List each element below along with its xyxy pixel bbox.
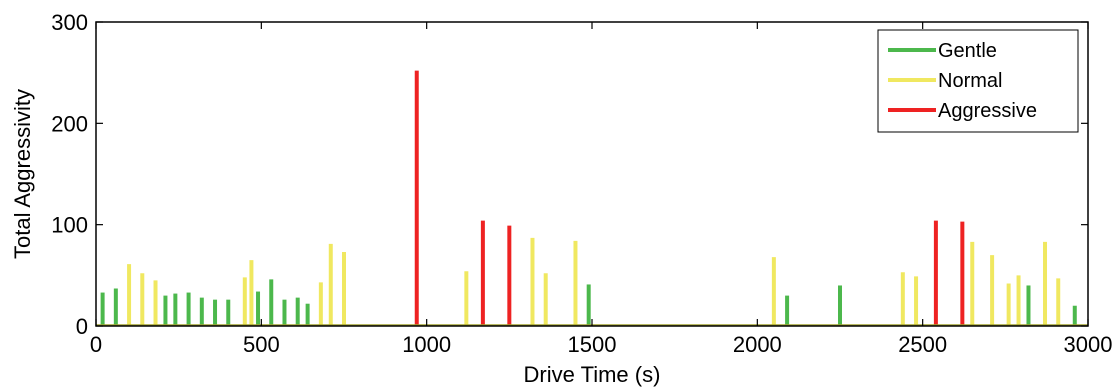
y-axis-title: Total Aggressivity bbox=[10, 89, 35, 259]
x-tick-label: 1000 bbox=[402, 332, 451, 357]
y-tick-label: 200 bbox=[51, 111, 88, 136]
x-tick-label: 500 bbox=[243, 332, 280, 357]
y-tick-label: 100 bbox=[51, 213, 88, 238]
y-tick-label: 300 bbox=[51, 10, 88, 35]
y-tick-label: 0 bbox=[76, 314, 88, 339]
legend-label-aggressive: Aggressive bbox=[938, 100, 1037, 122]
x-tick-label: 3000 bbox=[1064, 332, 1113, 357]
legend-label-gentle: Gentle bbox=[938, 40, 997, 62]
x-tick-label: 1500 bbox=[568, 332, 617, 357]
legend-label-normal: Normal bbox=[938, 70, 1002, 92]
axis-ticks: 0 500 1000 1500 2000 2500 3000 0 100 200 300 bbox=[51, 10, 1112, 357]
x-tick-label: 0 bbox=[90, 332, 102, 357]
x-tick-label: 2500 bbox=[898, 332, 947, 357]
legend: Gentle Normal Aggressive bbox=[877, 29, 1079, 133]
x-tick-label: 2000 bbox=[733, 332, 782, 357]
x-axis-title: Drive Time (s) bbox=[524, 362, 661, 387]
